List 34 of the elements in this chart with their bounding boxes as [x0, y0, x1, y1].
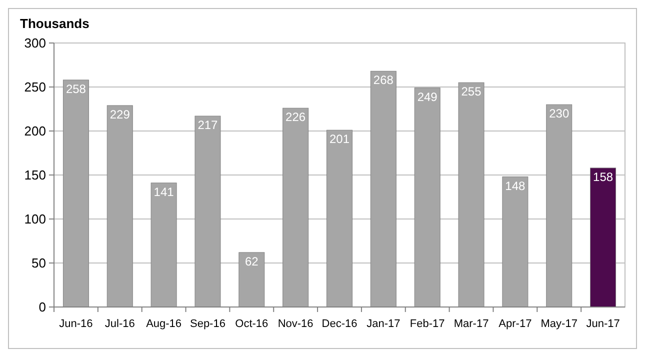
- x-tick-label: Dec-16: [322, 318, 358, 330]
- x-tick-label: Feb-17: [410, 318, 445, 330]
- data-label: 201: [329, 132, 350, 146]
- data-label: 230: [549, 106, 570, 121]
- x-tick-label: Mar-17: [454, 318, 489, 330]
- x-tick-label: Jul-16: [104, 318, 135, 330]
- data-label: 158: [593, 170, 614, 184]
- data-label: 268: [373, 73, 394, 88]
- x-tick-label: Oct-16: [235, 318, 268, 330]
- x-tick-label: Apr-17: [498, 318, 532, 330]
- x-tick-label: Jun-17: [586, 318, 620, 330]
- y-tick-label: 0: [38, 300, 46, 315]
- data-label: 258: [66, 82, 86, 96]
- data-label: 141: [154, 184, 174, 199]
- data-label: 226: [286, 110, 306, 124]
- x-tick-label: Jun-16: [59, 318, 93, 330]
- data-label: 249: [417, 90, 438, 104]
- data-label: 255: [461, 84, 482, 99]
- x-tick-label: Aug-16: [146, 318, 182, 330]
- y-tick-label: 300: [24, 36, 46, 51]
- y-axis-title: Thousands: [20, 16, 90, 31]
- y-tick-label: 150: [24, 168, 46, 183]
- y-tick-label: 250: [24, 80, 46, 95]
- x-tick-label: Nov-16: [278, 318, 314, 330]
- data-label: 62: [244, 254, 259, 268]
- y-tick-label: 200: [24, 124, 46, 139]
- x-tick-label: Sep-16: [190, 318, 226, 330]
- data-label: 229: [110, 107, 130, 122]
- data-label: 148: [505, 178, 526, 193]
- x-tick-label: Jan-17: [366, 318, 400, 330]
- data-label: 217: [198, 118, 218, 132]
- y-tick-label: 50: [32, 256, 46, 271]
- y-tick-label: 100: [24, 212, 46, 227]
- x-tick-label: May-17: [540, 318, 578, 330]
